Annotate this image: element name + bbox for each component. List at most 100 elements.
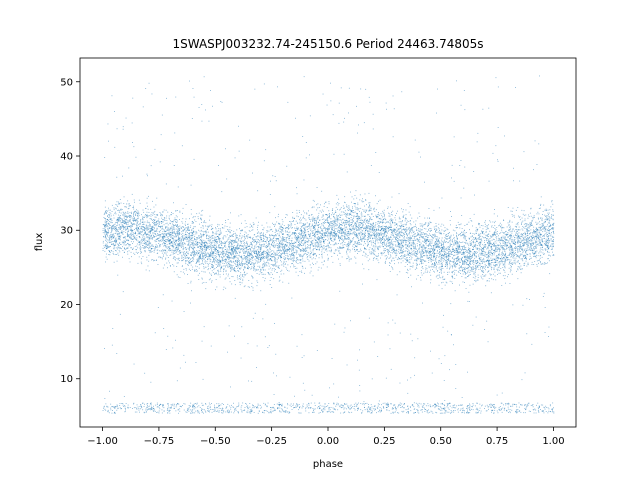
data-point — [357, 251, 359, 252]
data-point — [167, 227, 169, 229]
data-point — [297, 216, 299, 218]
data-point — [509, 248, 511, 250]
data-point — [500, 226, 502, 228]
data-point — [303, 215, 305, 217]
data-point — [467, 276, 469, 277]
data-point — [293, 252, 295, 254]
data-point — [119, 247, 121, 248]
data-point — [540, 261, 541, 263]
data-point — [305, 235, 307, 237]
data-point — [224, 243, 226, 245]
data-point — [511, 251, 513, 253]
data-point — [138, 199, 140, 201]
data-point — [527, 226, 529, 228]
data-point — [272, 273, 273, 275]
data-point — [279, 256, 281, 258]
data-point — [246, 249, 248, 251]
data-point — [225, 222, 227, 224]
data-point — [466, 256, 468, 258]
data-point — [205, 257, 207, 258]
data-point — [149, 237, 151, 239]
data-point — [547, 251, 549, 253]
data-point — [236, 234, 238, 236]
data-point — [487, 243, 489, 245]
data-point — [387, 232, 388, 234]
data-point — [218, 271, 220, 272]
data-point — [279, 242, 281, 244]
data-point — [295, 239, 297, 240]
data-point — [185, 263, 187, 265]
data-point — [359, 224, 361, 226]
data-point — [444, 227, 446, 229]
data-point — [348, 244, 350, 246]
data-point — [465, 236, 467, 237]
data-point — [302, 249, 304, 251]
data-point — [136, 212, 138, 214]
data-point — [334, 226, 335, 228]
data-point — [218, 246, 219, 248]
data-point — [111, 228, 113, 229]
data-point — [458, 264, 460, 266]
data-point — [240, 272, 242, 274]
data-point — [392, 234, 394, 236]
data-point — [279, 236, 281, 238]
data-point — [443, 260, 445, 262]
data-point — [293, 247, 295, 249]
data-point — [461, 259, 462, 260]
data-point — [237, 262, 238, 264]
data-point — [282, 247, 283, 249]
data-point — [211, 243, 213, 244]
data-point — [511, 253, 513, 255]
data-point — [142, 238, 144, 240]
data-point — [400, 247, 402, 249]
data-point — [234, 255, 236, 257]
data-point — [193, 256, 195, 257]
data-point — [552, 251, 553, 253]
data-point — [449, 267, 451, 269]
data-point — [162, 237, 164, 239]
data-point — [186, 260, 188, 261]
data-point — [215, 231, 217, 233]
data-point — [369, 229, 371, 231]
data-point — [452, 241, 454, 243]
data-point — [410, 239, 411, 241]
data-point — [437, 278, 439, 279]
data-point — [270, 229, 272, 231]
data-point — [272, 268, 274, 269]
data-point — [270, 238, 272, 240]
data-point — [230, 253, 232, 255]
data-point — [297, 228, 299, 230]
data-point — [404, 239, 406, 241]
data-point — [267, 249, 269, 250]
data-point — [435, 244, 437, 246]
data-point — [328, 226, 330, 228]
data-point — [418, 247, 420, 249]
data-point — [203, 252, 205, 254]
data-point — [122, 256, 123, 258]
data-point — [515, 263, 516, 265]
data-point — [173, 243, 175, 245]
data-point — [381, 229, 382, 230]
data-point — [194, 219, 196, 221]
data-point — [444, 230, 446, 232]
data-point — [257, 235, 259, 237]
data-point — [519, 247, 521, 249]
data-point — [408, 261, 410, 263]
data-point — [531, 223, 532, 224]
data-point — [389, 257, 391, 259]
data-point — [127, 247, 129, 249]
data-point — [145, 245, 147, 247]
data-point — [259, 247, 261, 248]
data-point — [472, 246, 474, 247]
data-point — [317, 207, 319, 209]
data-point — [378, 223, 380, 224]
data-point — [500, 268, 502, 269]
data-point — [409, 228, 411, 230]
data-point — [307, 254, 308, 255]
data-point — [494, 222, 495, 224]
data-point — [511, 240, 513, 242]
data-point — [439, 250, 441, 252]
data-point — [512, 252, 514, 254]
data-point — [335, 234, 337, 236]
data-point — [252, 238, 253, 239]
